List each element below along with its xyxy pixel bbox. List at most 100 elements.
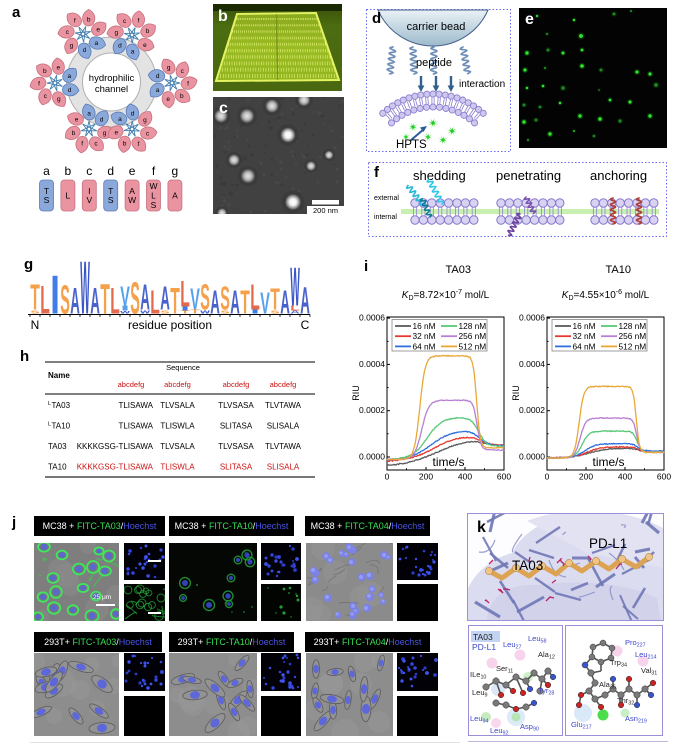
svg-text:S: S	[108, 195, 114, 205]
svg-text:256 nM: 256 nM	[459, 331, 487, 341]
svg-text:Trp34: Trp34	[610, 658, 627, 669]
svg-text:b: b	[87, 16, 91, 23]
svg-text:interaction: interaction	[459, 79, 505, 90]
svg-text:d: d	[156, 73, 160, 80]
svg-text:A: A	[210, 285, 220, 321]
svg-text:TA03: TA03	[473, 632, 493, 642]
svg-text:g: g	[172, 164, 179, 178]
svg-text:a: a	[118, 116, 122, 123]
svg-text:64 nM: 64 nM	[573, 341, 596, 351]
svg-text:a: a	[43, 164, 50, 178]
svg-text:L: L	[66, 191, 71, 201]
svg-text:TLVSASA: TLVSASA	[218, 401, 254, 410]
svg-text:L: L	[48, 401, 51, 407]
svg-text:d: d	[118, 43, 122, 50]
svg-text:T: T	[270, 283, 280, 316]
svg-text:f: f	[137, 18, 139, 25]
svg-text:w: w	[119, 310, 131, 314]
svg-text:c: c	[94, 141, 98, 148]
svg-text:HPTS: HPTS	[396, 139, 427, 151]
svg-text:KD=4.55×10-6 mol/L: KD=4.55×10-6 mol/L	[562, 289, 650, 302]
svg-text:L: L	[151, 191, 156, 201]
svg-text:A: A	[140, 277, 150, 318]
svg-text:400: 400	[458, 472, 472, 482]
svg-text:S: S	[151, 200, 157, 210]
svg-text:SLITASA: SLITASA	[220, 463, 253, 472]
svg-text:c: c	[123, 18, 127, 25]
svg-text:d: d	[131, 110, 135, 117]
svg-text:w: w	[139, 309, 151, 315]
svg-text:s: s	[270, 309, 280, 315]
svg-text:W: W	[149, 181, 157, 191]
svg-text:T: T	[170, 280, 180, 321]
svg-text:RIU: RIU	[511, 385, 521, 401]
svg-text:S: S	[200, 277, 210, 318]
svg-text:S: S	[60, 276, 70, 323]
svg-text:b: b	[72, 130, 76, 137]
svg-text:0.0006: 0.0006	[359, 313, 385, 323]
svg-text:Pro227: Pro227	[625, 638, 646, 649]
svg-text:I: I	[120, 305, 130, 312]
svg-text:T: T	[44, 186, 49, 196]
svg-text:600: 600	[657, 472, 671, 482]
svg-text:W: W	[290, 258, 300, 318]
svg-text:Sequence: Sequence	[166, 363, 200, 372]
svg-text:I: I	[180, 306, 190, 312]
svg-text:a: a	[131, 48, 135, 55]
svg-text:T: T	[30, 277, 40, 318]
svg-text:C: C	[301, 318, 310, 332]
svg-text:TA03: TA03	[52, 401, 71, 410]
svg-text:TLISAWA: TLISAWA	[118, 422, 153, 431]
svg-text:TA03: TA03	[446, 264, 471, 276]
svg-text:128 nM: 128 nM	[619, 321, 647, 331]
svg-text:0: 0	[385, 472, 390, 482]
svg-text:e: e	[75, 116, 79, 123]
svg-text:600: 600	[497, 472, 511, 482]
svg-text:TA10: TA10	[606, 264, 631, 276]
svg-text:W: W	[128, 195, 136, 205]
svg-text:f: f	[152, 164, 156, 178]
svg-text:time/s: time/s	[432, 455, 464, 469]
svg-text:0.0000: 0.0000	[519, 452, 545, 462]
svg-text:200: 200	[419, 472, 433, 482]
svg-text:16 nM: 16 nM	[413, 321, 436, 331]
svg-text:Val31: Val31	[641, 666, 657, 677]
svg-text:anchoring: anchoring	[590, 168, 647, 183]
svg-text:L: L	[150, 285, 160, 321]
svg-text:f: f	[38, 81, 40, 88]
svg-text:S: S	[130, 274, 140, 324]
svg-text:TLVTAWA: TLVTAWA	[265, 442, 302, 451]
svg-text:L: L	[48, 422, 51, 428]
svg-text:TA10: TA10	[48, 463, 67, 472]
svg-text:Tyr28: Tyr28	[538, 686, 554, 697]
svg-text:b: b	[146, 28, 150, 35]
svg-text:a: a	[67, 73, 71, 80]
svg-text:0.0000: 0.0000	[359, 452, 385, 462]
svg-text:T: T	[180, 310, 191, 314]
svg-text:g: g	[57, 96, 61, 103]
svg-text:Leu58: Leu58	[528, 634, 547, 645]
svg-text:b: b	[123, 140, 127, 147]
svg-text:Name: Name	[48, 371, 70, 380]
svg-text:Asp90: Asp90	[520, 722, 539, 733]
svg-text:0.0002: 0.0002	[359, 405, 385, 415]
svg-text:SLISALA: SLISALA	[267, 463, 300, 472]
svg-text:g: g	[103, 130, 107, 137]
svg-text:V: V	[120, 280, 130, 311]
svg-text:I: I	[250, 309, 260, 315]
svg-text:Leu214: Leu214	[635, 650, 657, 661]
svg-text:abcdefg: abcdefg	[118, 380, 145, 389]
svg-text:S: S	[220, 281, 230, 317]
svg-text:L: L	[40, 279, 50, 323]
svg-text:g: g	[167, 65, 171, 72]
svg-text:A: A	[230, 285, 240, 321]
svg-text:g: g	[70, 42, 74, 49]
svg-text:time/s: time/s	[592, 455, 624, 469]
svg-text:64 nM: 64 nM	[413, 341, 436, 351]
svg-text:V: V	[260, 287, 270, 320]
svg-text:e: e	[129, 164, 136, 178]
svg-text:200 nm: 200 nm	[313, 206, 338, 215]
svg-text:32 nM: 32 nM	[573, 331, 596, 341]
svg-text:SLISALA: SLISALA	[267, 422, 300, 431]
svg-text:g: g	[143, 117, 147, 124]
